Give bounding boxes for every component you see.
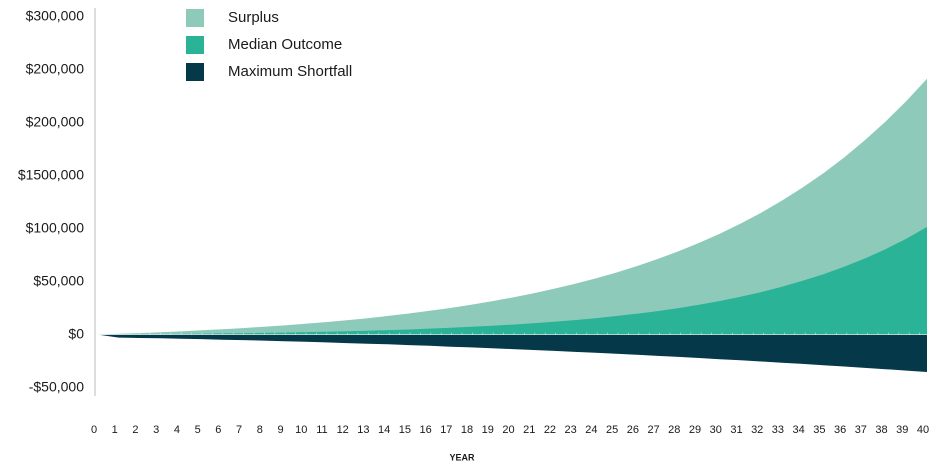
x-tick-label: 20	[502, 424, 514, 436]
x-tick-label: 9	[277, 424, 283, 436]
y-tick-label: $300,000	[26, 7, 85, 23]
x-tick-label: 30	[710, 424, 722, 436]
legend-swatch	[186, 9, 204, 27]
area	[98, 226, 927, 335]
legend-label: Maximum Shortfall	[228, 63, 352, 80]
y-tick-label: $50,000	[33, 272, 84, 288]
x-tick-label: 38	[875, 424, 887, 436]
x-tick-label: 37	[855, 424, 867, 436]
x-tick-label: 15	[399, 424, 411, 436]
x-tick-label: 21	[523, 424, 535, 436]
x-axis-label: YEAR	[449, 452, 475, 462]
x-tick-label: 26	[627, 424, 639, 436]
x-tick-label: 3	[153, 424, 159, 436]
x-tick-label: 17	[440, 424, 452, 436]
legend-label: Median Outcome	[228, 36, 342, 53]
area	[98, 334, 927, 372]
x-tick-label: 24	[585, 424, 597, 436]
x-tick-label: 23	[565, 424, 577, 436]
x-tick-label: 8	[257, 424, 263, 436]
x-tick-label: 18	[461, 424, 473, 436]
area	[98, 78, 927, 335]
y-tick-label: -$50,000	[29, 378, 84, 394]
x-tick-label: 4	[174, 424, 180, 436]
x-tick-label: 36	[834, 424, 846, 436]
x-tick-label: 35	[813, 424, 825, 436]
x-tick-label: 34	[793, 424, 805, 436]
x-tick-label: 19	[482, 424, 494, 436]
x-tick-label: 25	[606, 424, 618, 436]
x-tick-label: 16	[419, 424, 431, 436]
legend-swatch	[186, 36, 204, 54]
x-tick-label: 11	[316, 424, 327, 436]
x-tick-label: 28	[668, 424, 680, 436]
x-tick-label: 14	[378, 424, 390, 436]
x-tick-label: 6	[215, 424, 221, 436]
legend-label: Surplus	[228, 9, 279, 26]
x-tick-label: 1	[112, 424, 118, 436]
x-tick-label: 12	[337, 424, 349, 436]
x-tick-label: 0	[91, 424, 97, 436]
x-tick-label: 22	[544, 424, 556, 436]
y-tick-label: $1500,000	[18, 166, 84, 182]
x-tick-label: 2	[132, 424, 138, 436]
y-tick-label: $0	[68, 325, 84, 341]
x-tick-label: 27	[647, 424, 659, 436]
y-tick-label: $100,000	[26, 219, 85, 235]
x-tick-label: 7	[236, 424, 242, 436]
x-tick-label: 31	[730, 424, 742, 436]
legend-swatch	[186, 63, 204, 81]
x-tick-label: 5	[195, 424, 201, 436]
y-tick-label: $200,000	[26, 60, 85, 76]
x-tick-label: 32	[751, 424, 763, 436]
x-tick-label: 33	[772, 424, 784, 436]
x-tick-label: 39	[896, 424, 908, 436]
x-tick-label: 40	[917, 424, 929, 436]
y-tick-label: $200,000	[26, 113, 85, 129]
x-tick-label: 13	[357, 424, 369, 436]
x-tick-label: 29	[689, 424, 701, 436]
x-tick-label: 10	[295, 424, 307, 436]
